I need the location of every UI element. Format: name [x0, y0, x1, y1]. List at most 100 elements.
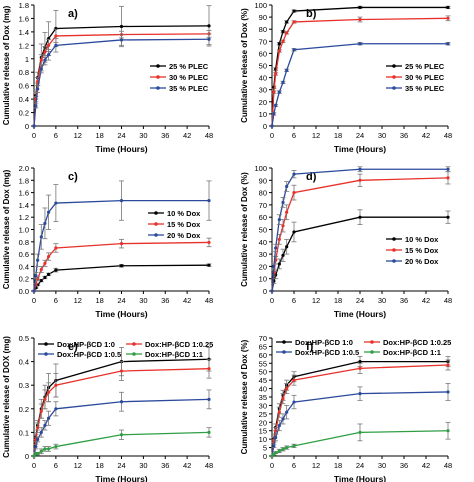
- data-point: [274, 103, 278, 108]
- x-tick-label: 6: [54, 296, 58, 305]
- chart-panel-d: 0 10 20 30 40 50 60 70 80 90 100 0 6 12 18 24 30 36 42 48 Ti…: [240, 164, 452, 319]
- legend-marker: [282, 350, 286, 354]
- data-point: [119, 433, 124, 437]
- x-tick-label: 0: [270, 296, 274, 305]
- x-tick-label: 24: [117, 296, 125, 305]
- legend-marker: [156, 86, 160, 90]
- y-tick-label: 60: [259, 213, 267, 222]
- data-point: [54, 34, 58, 38]
- data-point: [270, 289, 274, 293]
- y-axis-title: Cumulative release of DOX (mg): [2, 336, 11, 458]
- legend-marker: [154, 222, 158, 226]
- series-3: [32, 427, 212, 458]
- data-point: [285, 245, 289, 249]
- data-point: [43, 221, 47, 225]
- data-point: [274, 451, 278, 455]
- panel-label: f): [306, 341, 314, 353]
- data-point: [39, 409, 43, 413]
- data-point: [43, 58, 47, 62]
- x-tick-label: 18: [334, 131, 342, 140]
- data-point: [446, 167, 450, 171]
- data-point: [36, 437, 40, 442]
- legend-marker: [370, 340, 374, 344]
- data-point: [46, 447, 51, 451]
- legend-label: Dox:HP-βCD 1:1: [145, 350, 203, 359]
- y-tick-label: 1.8: [19, 176, 29, 185]
- series-line: [271, 168, 448, 292]
- data-point: [39, 58, 43, 62]
- x-axis-title: Time (Hours): [334, 144, 386, 154]
- y-tick-label: 40: [259, 238, 267, 247]
- series-line: [33, 368, 210, 457]
- y-tick-label: 0.2: [19, 109, 29, 118]
- data-point: [119, 24, 124, 29]
- data-point: [281, 447, 285, 451]
- y-tick-label: 35: [259, 393, 267, 402]
- data-point: [281, 200, 285, 205]
- y-tick-label: 30: [259, 250, 267, 259]
- legend-marker: [392, 237, 396, 241]
- series-line: [33, 264, 210, 292]
- data-point: [277, 262, 281, 266]
- x-tick-label: 0: [32, 131, 36, 140]
- data-point: [281, 417, 285, 421]
- y-tick-label: 90: [259, 13, 267, 22]
- y-tick-label: 40: [259, 385, 267, 394]
- y-tick-label: 70: [259, 37, 267, 46]
- data-point: [446, 215, 450, 219]
- data-point: [277, 424, 281, 428]
- data-point: [358, 178, 362, 182]
- legend-label: 30 % PLEC: [405, 73, 445, 82]
- data-point: [39, 449, 43, 453]
- legend-label: 20 % Dox: [167, 231, 201, 240]
- data-point: [46, 254, 51, 259]
- y-tick-label: 0.4: [19, 95, 29, 104]
- data-point: [446, 363, 450, 367]
- x-tick-label: 6: [292, 131, 296, 140]
- data-point: [272, 444, 276, 448]
- y-tick-label: 1.4: [19, 28, 29, 37]
- data-point: [54, 43, 58, 47]
- x-tick-label: 48: [205, 296, 213, 305]
- data-point: [119, 264, 124, 268]
- data-point: [46, 416, 51, 420]
- legend-label: 10 % Dox: [167, 209, 201, 218]
- x-tick-label: 24: [356, 296, 364, 305]
- data-point: [292, 400, 296, 404]
- x-tick-label: 30: [139, 461, 147, 470]
- data-point: [292, 230, 296, 234]
- x-tick-label: 18: [334, 461, 342, 470]
- data-point: [446, 16, 450, 20]
- y-tick-label: 0: [25, 122, 29, 131]
- y-tick-label: 50: [259, 62, 267, 71]
- data-point: [277, 42, 281, 46]
- y-tick-label: 30: [259, 401, 267, 410]
- data-point: [34, 104, 38, 108]
- data-point: [207, 198, 211, 203]
- series-2: [270, 383, 451, 458]
- x-tick-label: 12: [74, 296, 82, 305]
- data-point: [32, 124, 36, 128]
- series-line: [271, 360, 448, 457]
- legend-label: 15 % Dox: [167, 220, 201, 229]
- data-point: [207, 37, 211, 41]
- y-tick-label: 0.3: [19, 381, 29, 390]
- data-point: [285, 68, 289, 72]
- y-tick-label: 0.2: [19, 405, 29, 414]
- y-tick-label: 20: [259, 418, 267, 427]
- y-tick-label: 1.2: [19, 41, 29, 50]
- data-point: [277, 449, 281, 453]
- data-point: [119, 198, 124, 203]
- y-tick-label: 80: [259, 25, 267, 34]
- data-point: [274, 435, 278, 440]
- panel-label: d): [306, 171, 317, 183]
- data-point: [46, 53, 51, 57]
- y-tick-label: 0.4: [19, 358, 29, 367]
- legend-marker: [44, 352, 48, 356]
- legend: 10 % Dox 15 % Dox 20 % Dox: [148, 209, 201, 240]
- y-axis-title: Cumulative release of Dox (mg): [2, 5, 11, 125]
- data-point: [46, 390, 51, 394]
- x-tick-label: 30: [139, 296, 147, 305]
- data-point: [281, 30, 285, 34]
- data-point: [43, 261, 47, 265]
